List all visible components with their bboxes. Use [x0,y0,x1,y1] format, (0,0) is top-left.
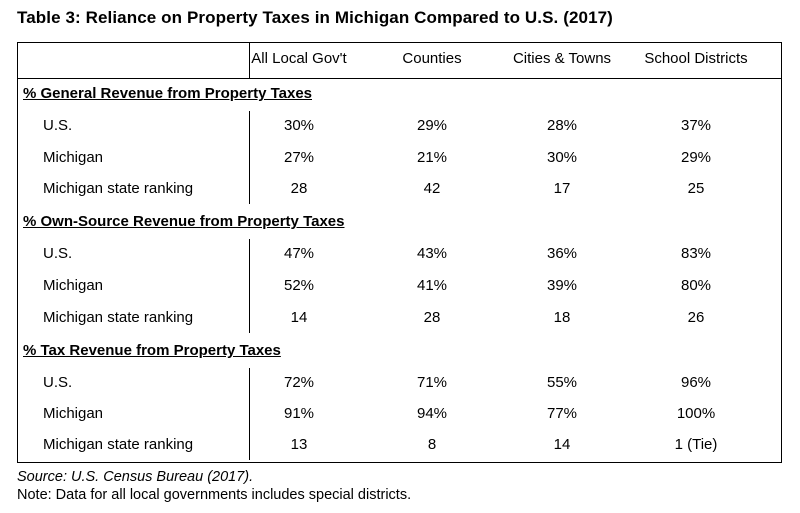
table-cell: 55% [546,374,578,391]
table-cell: 8 [427,436,437,453]
table-cell: 41% [416,277,448,294]
table-cell: 27% [283,149,315,166]
table-cell: 39% [546,277,578,294]
row-label: Michigan state ranking [43,180,194,197]
column-header: School Districts [644,50,748,67]
row-divider [249,368,250,460]
column-header: Counties [402,50,462,67]
table-cell: 14 [290,309,308,326]
table-cell: 13 [290,436,308,453]
table-cell: 72% [283,374,315,391]
table-cell: 1 (Tie) [674,436,718,453]
table-cell: 28% [546,117,578,134]
source-note: Source: U.S. Census Bureau (2017). [17,469,254,485]
table-cell: 28 [423,309,441,326]
table-title: Table 3: Reliance on Property Taxes in M… [17,8,613,27]
table-cell: 43% [416,245,448,262]
header-rule [18,78,781,79]
table-cell: 21% [416,149,448,166]
table-cell: 29% [680,149,712,166]
table-cell: 36% [546,245,578,262]
row-label: U.S. [43,374,73,391]
row-label: Michigan [43,405,104,422]
table-cell: 28 [290,180,308,197]
column-header: Cities & Towns [512,50,612,67]
row-label: U.S. [43,245,73,262]
row-label: Michigan state ranking [43,436,194,453]
table-cell: 47% [283,245,315,262]
table-cell: 100% [676,405,716,422]
table-cell: 25 [687,180,705,197]
table-cell: 17 [553,180,571,197]
table-cell: 18 [553,309,571,326]
row-label: Michigan [43,149,104,166]
table-cell: 96% [680,374,712,391]
table-cell: 37% [680,117,712,134]
row-label: U.S. [43,117,73,134]
table-cell: 30% [283,117,315,134]
table-cell: 77% [546,405,578,422]
column-header: All Local Gov't [251,50,347,67]
table-cell: 26 [687,309,705,326]
header-divider [249,43,250,78]
section-heading: % Own-Source Revenue from Property Taxes [23,213,345,230]
table-cell: 52% [283,277,315,294]
section-heading: % General Revenue from Property Taxes [23,85,312,102]
table-cell: 14 [553,436,571,453]
table-cell: 71% [416,374,448,391]
row-divider [249,239,250,333]
data-note: Note: Data for all local governments inc… [17,487,412,503]
table-cell: 91% [283,405,315,422]
table-cell: 80% [680,277,712,294]
section-heading: % Tax Revenue from Property Taxes [23,342,281,359]
table-cell: 42 [423,180,441,197]
row-label: Michigan [43,277,104,294]
table-cell: 83% [680,245,712,262]
row-divider [249,111,250,204]
row-label: Michigan state ranking [43,309,194,326]
table-cell: 30% [546,149,578,166]
property-tax-table: All Local Gov't Counties Cities & Towns Sch… [17,42,782,463]
table-cell: 94% [416,405,448,422]
table-cell: 29% [416,117,448,134]
